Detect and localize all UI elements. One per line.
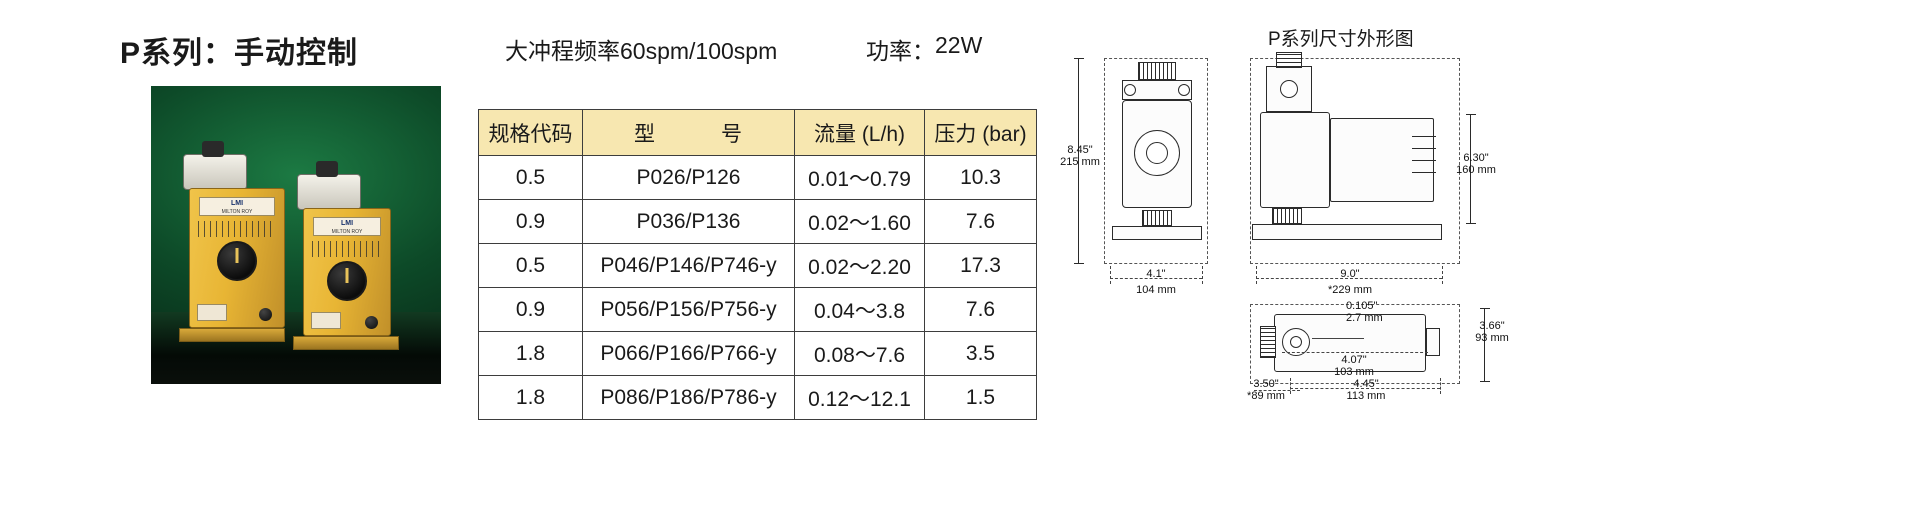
power-value: 22W	[935, 32, 983, 58]
page-title: P系列：手动控制	[120, 37, 359, 70]
table-row: 0.9 P056/P156/P756-y 0.04～3.8 7.6	[478, 287, 1037, 332]
pump-dial-right	[327, 261, 367, 301]
pump-scale-right	[312, 241, 382, 257]
top-width-in: 4.07"	[1341, 354, 1367, 366]
top-hole-in: 0.105"	[1346, 300, 1378, 312]
top-hole-mm: 2.7 mm	[1346, 312, 1383, 324]
cell-pressure: 7.6	[924, 287, 1037, 332]
pump-unit-right: LMI MILTON ROY	[293, 161, 399, 350]
dimension-drawings: 8.45" 215 mm 4.1" 104 mm 6.30"	[1060, 52, 1905, 402]
cell-flow: 0.12～12.1	[794, 375, 925, 420]
cell-code: 0.9	[478, 199, 583, 244]
side-height-in: 6.30"	[1463, 152, 1489, 164]
cell-flow: 0.01～0.79	[794, 155, 925, 200]
top-width-mm: 103 mm	[1334, 366, 1374, 378]
column-header-flow: 流量 (L/h)	[794, 109, 925, 156]
cell-code: 0.9	[478, 287, 583, 332]
cell-code: 0.5	[478, 155, 583, 200]
pump-body-right: LMI MILTON ROY	[303, 208, 391, 336]
pump-knob-left	[259, 308, 272, 321]
table-row: 0.5 P026/P126 0.01～0.79 10.3	[478, 155, 1037, 200]
column-header-pressure: 压力 (bar)	[924, 109, 1037, 156]
pump-plate-right	[311, 312, 341, 329]
front-height-in: 8.45"	[1067, 144, 1093, 156]
top-span-mm: 113 mm	[1346, 390, 1386, 402]
pump-body-left: LMI MILTON ROY	[189, 188, 285, 328]
table-row: 1.8 P066/P166/P766-y 0.08～7.6 3.5	[478, 331, 1037, 376]
cell-model: P036/P136	[582, 199, 795, 244]
stroke-frequency-label: 大冲程频率60spm/100spm	[505, 38, 778, 64]
side-width-in: 9.0"	[1340, 268, 1360, 280]
column-header-model: 型 号	[582, 109, 795, 156]
cell-model: P066/P166/P766-y	[582, 331, 795, 376]
cell-code: 1.8	[478, 375, 583, 420]
pump-head-right	[297, 161, 361, 210]
pump-head-left	[183, 141, 247, 190]
cell-model: P046/P146/P746-y	[582, 243, 795, 288]
pump-foot-right	[293, 336, 399, 350]
cell-pressure: 10.3	[924, 155, 1037, 200]
cell-flow: 0.02～2.20	[794, 243, 925, 288]
side-height-mm: 160 mm	[1456, 164, 1496, 176]
front-height-mm: 215 mm	[1060, 156, 1100, 168]
pump-scale-left	[198, 221, 276, 237]
cell-pressure: 7.6	[924, 199, 1037, 244]
pump-plate-left	[197, 304, 227, 321]
cell-model: P026/P126	[582, 155, 795, 200]
top-height-mm: 93 mm	[1475, 332, 1509, 344]
table-row: 0.5 P046/P146/P746-y 0.02～2.20 17.3	[478, 243, 1037, 288]
cell-model: P056/P156/P756-y	[582, 287, 795, 332]
cell-flow: 0.04～3.8	[794, 287, 925, 332]
front-width-in: 4.1"	[1146, 268, 1166, 280]
top-height-in: 3.66"	[1479, 320, 1505, 332]
product-photo: LMI MILTON ROY LMI MILTON ROY	[151, 86, 441, 384]
pump-brand-label-right: LMI MILTON ROY	[313, 217, 381, 236]
top-depth-mm: *89 mm	[1247, 390, 1285, 402]
table-row: 0.9 P036/P136 0.02～1.60 7.6	[478, 199, 1037, 244]
cell-code: 0.5	[478, 243, 583, 288]
specification-table: 规格代码 型 号 流量 (L/h) 压力 (bar) 0.5 P026/P126 0…	[478, 109, 1037, 420]
front-width-mm: 104 mm	[1136, 284, 1176, 296]
cell-pressure: 17.3	[924, 243, 1037, 288]
top-depth-in: 3.50"	[1253, 378, 1279, 390]
column-header-code: 规格代码	[478, 109, 583, 156]
dimension-drawing-title: P系列尺寸外形图	[1268, 29, 1414, 50]
cell-flow: 0.02～1.60	[794, 199, 925, 244]
cell-model: P086/P186/P786-y	[582, 375, 795, 420]
pump-knob-right	[365, 316, 378, 329]
top-span-in: 4.45"	[1353, 378, 1379, 390]
cell-flow: 0.08～7.6	[794, 331, 925, 376]
power-label: 功率：	[866, 38, 935, 64]
table-row: 1.8 P086/P186/P786-y 0.12～12.1 1.5	[478, 375, 1037, 420]
pump-brand-label-left: LMI MILTON ROY	[199, 197, 275, 216]
side-width-mm: *229 mm	[1327, 284, 1373, 296]
cell-pressure: 1.5	[924, 375, 1037, 420]
pump-foot-left	[179, 328, 285, 342]
cell-code: 1.8	[478, 331, 583, 376]
pump-dial-left	[217, 241, 257, 281]
cell-pressure: 3.5	[924, 331, 1037, 376]
pump-unit-left: LMI MILTON ROY	[179, 141, 285, 342]
table-header-row: 规格代码 型 号 流量 (L/h) 压力 (bar)	[478, 109, 1037, 156]
